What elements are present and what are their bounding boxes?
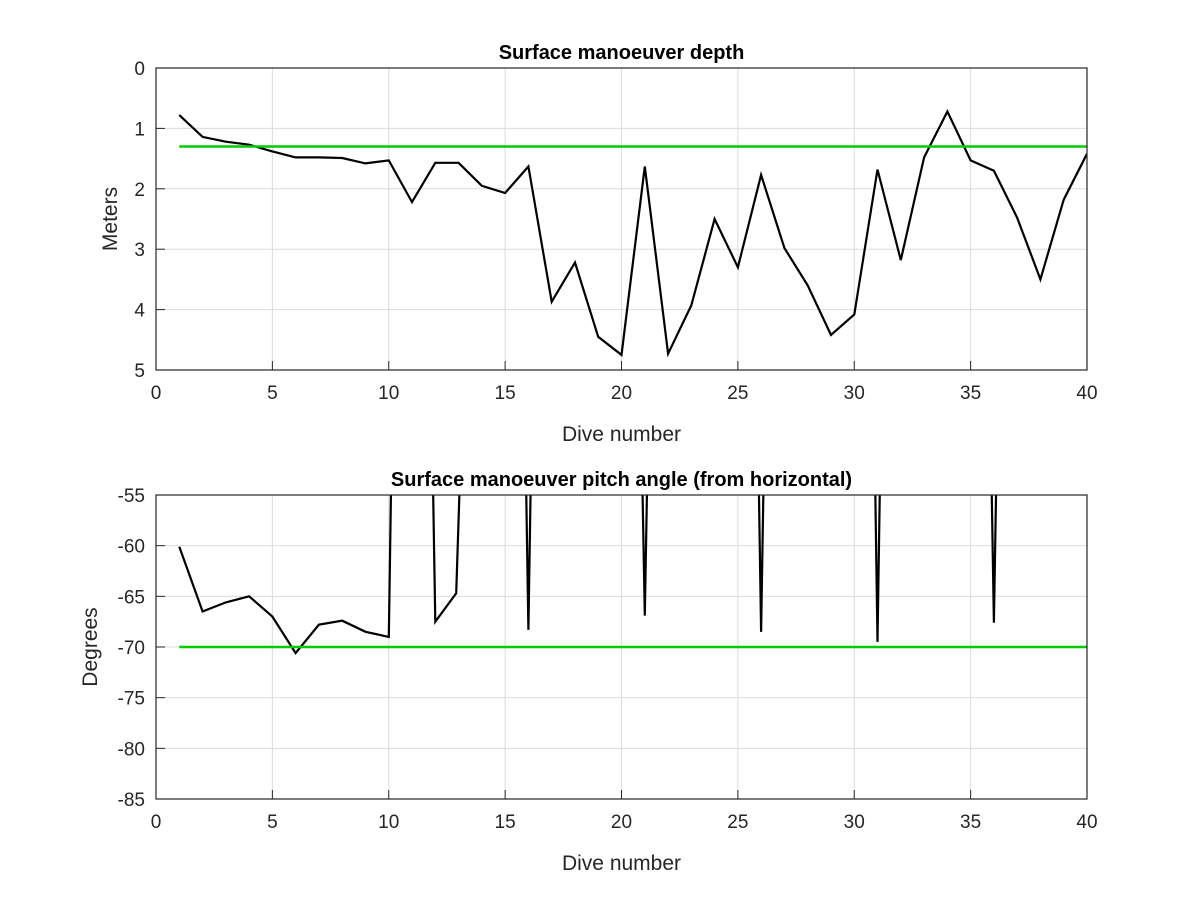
depth-chart-y-tick-label: 3	[134, 240, 145, 261]
depth-chart-x-tick-label: 20	[611, 383, 632, 404]
depth-chart-x-tick-label: 40	[1076, 383, 1097, 404]
pitch-chart-x-tick-label: 10	[378, 812, 399, 833]
pitch-chart-x-tick-label: 5	[267, 812, 278, 833]
pitch-chart-y-tick-label: -80	[118, 739, 145, 760]
pitch-chart-y-tick-label: -60	[118, 537, 145, 558]
depth-chart-y-tick-label: 2	[134, 180, 145, 201]
pitch-chart-axes-frame	[155, 494, 1088, 800]
depth-chart-ylabel: Meters	[99, 187, 122, 251]
depth-chart-x-tick-label: 35	[960, 383, 981, 404]
pitch-chart-x-tick-label: 20	[611, 812, 632, 833]
depth-chart-x-tick-label: 10	[378, 383, 399, 404]
depth-chart-y-tick-label: 1	[134, 119, 145, 140]
pitch-chart: 0 5 10 15 20 25 30 35 40 -55 -60 -65 -70 -75 -80 -85 Sur…	[79, 469, 1098, 875]
depth-chart-x-tick-label: 30	[844, 383, 865, 404]
pitch-chart-y-tick-label: -65	[118, 587, 145, 608]
pitch-chart-x-tick-label: 40	[1076, 812, 1097, 833]
pitch-chart-x-tick-label: 0	[151, 812, 162, 833]
depth-chart-xlabel: Dive number	[562, 423, 681, 446]
depth-chart-y-tick-label: 4	[134, 301, 145, 322]
depth-chart-series-line	[178, 109, 1087, 358]
pitch-chart-title: Surface manoeuver pitch angle (from hori…	[391, 469, 852, 491]
depth-chart-y-tick-label: 5	[134, 361, 145, 382]
depth-chart-axes-frame	[155, 67, 1088, 371]
depth-chart-x-tick-label: 0	[151, 383, 162, 404]
pitch-chart-x-tick-label: 35	[960, 812, 981, 833]
depth-chart-x-tick-label: 15	[495, 383, 516, 404]
pitch-chart-y-tick-label: -55	[118, 486, 145, 507]
depth-chart-title: Surface manoeuver depth	[499, 42, 745, 64]
depth-chart-x-tick-label: 25	[727, 383, 748, 404]
pitch-chart-x-tick-label: 25	[727, 812, 748, 833]
pitch-chart-x-tick-label: 15	[495, 812, 516, 833]
pitch-chart-x-tick-label: 30	[844, 812, 865, 833]
pitch-chart-y-tick-label: -85	[118, 790, 145, 811]
pitch-chart-y-tick-label: -70	[118, 638, 145, 659]
depth-chart-x-tick-label: 5	[267, 383, 278, 404]
pitch-chart-ylabel: Degrees	[79, 607, 102, 686]
pitch-chart-y-tick-label: -75	[118, 689, 145, 710]
pitch-chart-xlabel: Dive number	[562, 852, 681, 875]
depth-chart-y-tick-label: 0	[134, 59, 145, 80]
